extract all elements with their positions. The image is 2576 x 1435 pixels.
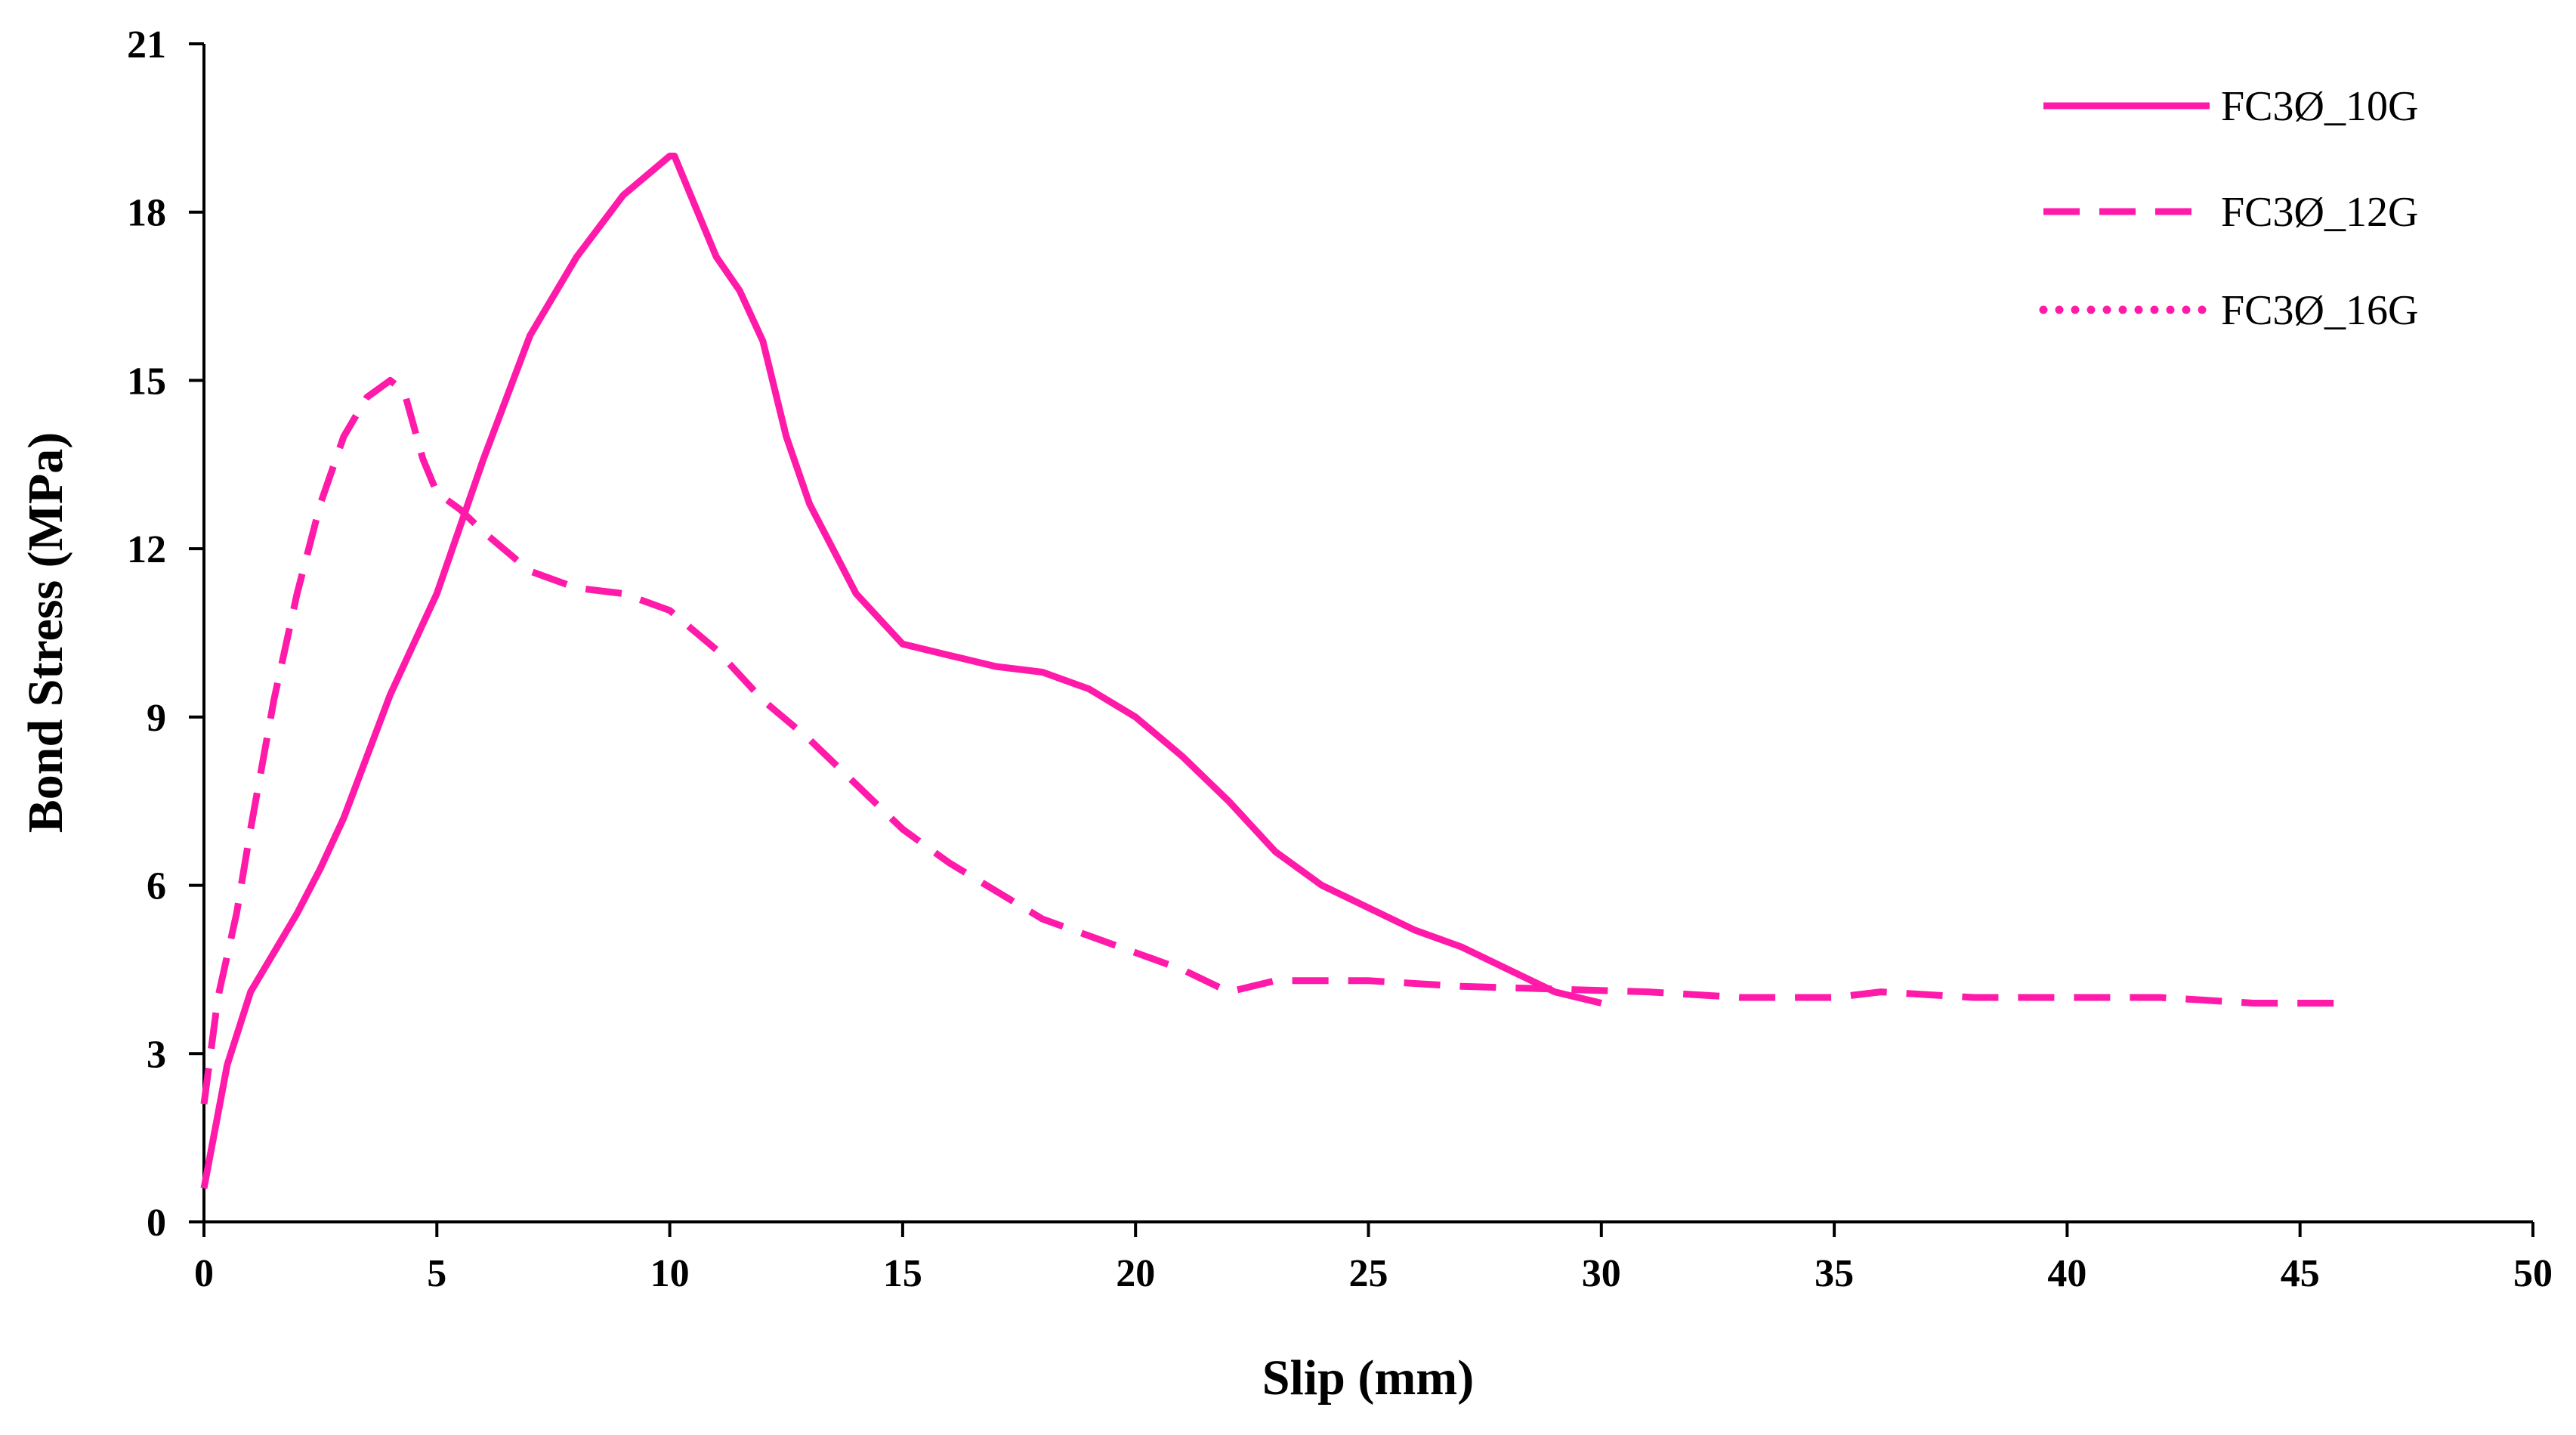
axes xyxy=(202,44,2533,1223)
x-ticks: 0 5 10 15 20 25 30 35 40 45 50 xyxy=(194,1222,2553,1295)
series-line-fc3-16g xyxy=(199,816,2208,1206)
y-tick-label: 3 xyxy=(147,1033,166,1076)
x-tick-label: 50 xyxy=(2513,1252,2553,1295)
y-tick-label: 6 xyxy=(147,865,166,908)
x-tick-label: 20 xyxy=(1116,1252,1155,1295)
y-tick-label: 21 xyxy=(127,23,166,66)
x-tick-label: 5 xyxy=(427,1252,446,1295)
legend: FC3Ø_10G FC3Ø_12G FC3Ø_16G xyxy=(2039,83,2418,334)
x-tick-label: 0 xyxy=(194,1252,214,1295)
x-tick-label: 10 xyxy=(650,1252,690,1295)
y-tick-label: 9 xyxy=(147,697,166,740)
x-tick-label: 45 xyxy=(2281,1252,2320,1295)
x-axis-title: Slip (mm) xyxy=(1262,1350,1475,1406)
y-tick-label: 0 xyxy=(147,1202,166,1245)
y-ticks: 0 3 6 9 12 15 18 21 xyxy=(127,23,204,1245)
y-tick-label: 12 xyxy=(127,528,166,571)
legend-label-fc3-12g: FC3Ø_12G xyxy=(2221,189,2418,236)
series-line-fc3-12g xyxy=(200,376,2347,1105)
x-tick-label: 40 xyxy=(2047,1252,2086,1295)
y-tick-label: 15 xyxy=(127,360,166,403)
x-tick-label: 30 xyxy=(1582,1252,1621,1295)
x-tick-label: 35 xyxy=(1815,1252,1854,1295)
legend-label-fc3-10g: FC3Ø_10G xyxy=(2221,83,2418,130)
x-tick-label: 15 xyxy=(883,1252,922,1295)
legend-label-fc3-16g: FC3Ø_16G xyxy=(2221,287,2418,334)
x-tick-label: 25 xyxy=(1349,1252,1388,1295)
series-layer xyxy=(199,153,2347,1206)
y-tick-label: 18 xyxy=(127,192,166,235)
y-axis-title: Bond Stress (MPa) xyxy=(18,432,73,833)
series-line-fc3-10g xyxy=(200,153,1602,1189)
